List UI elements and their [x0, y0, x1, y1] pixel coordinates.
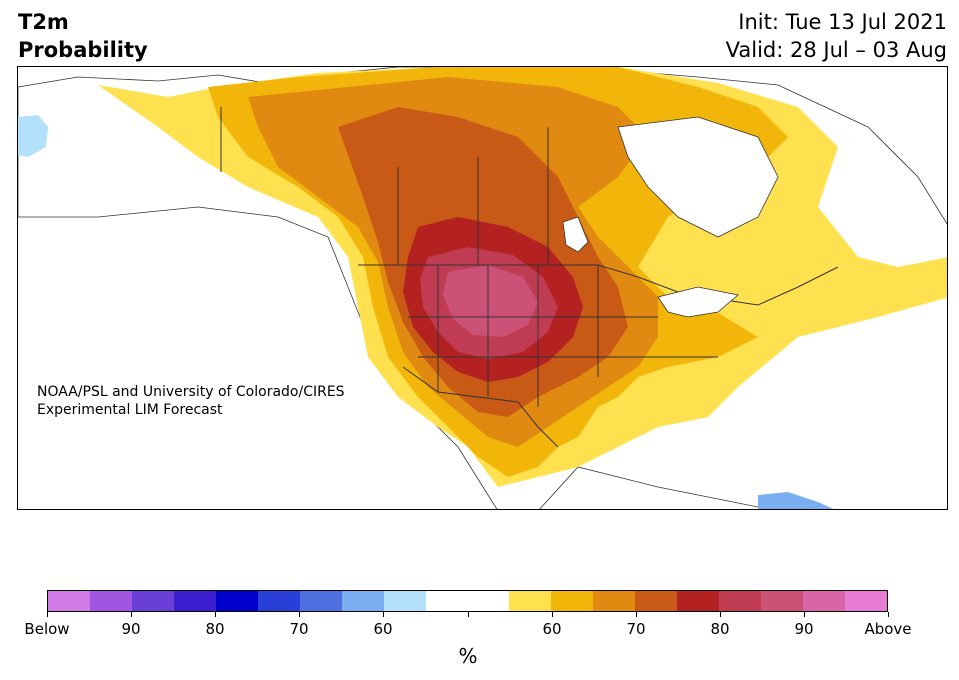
colorbar-tick-label: 70 [626, 620, 646, 638]
colorbar-tick-label: 70 [289, 620, 309, 638]
colorbar-segment [383, 591, 426, 611]
colorbar-segment [719, 591, 762, 611]
us-mexico-border [402, 366, 559, 448]
credit-line-2: Experimental LIM Forecast [37, 402, 223, 418]
product-label: Probability [18, 38, 148, 62]
colorbar-tick [299, 612, 300, 617]
colorbar-segment [89, 591, 132, 611]
probability-field [18, 67, 947, 509]
variable-label: T2m [18, 10, 69, 34]
colorbar-tick [720, 612, 721, 617]
map-canvas [18, 67, 947, 509]
chart-title: T2m Probability [18, 8, 148, 64]
forecast-dates: Init: Tue 13 Jul 2021 Valid: 28 Jul – 03… [726, 8, 947, 64]
credit-line-1: NOAA/PSL and University of Colorado/CIRE… [37, 384, 345, 400]
colorbar-tick [215, 612, 216, 617]
colorbar-tick [552, 612, 553, 617]
colorbar-segment [551, 591, 594, 611]
colorbar-segment [467, 591, 510, 611]
colorbar-tick [468, 612, 469, 617]
colorbar-segment [215, 591, 258, 611]
probability-map [17, 66, 948, 510]
band-light-blue-caribbean [758, 492, 834, 509]
colorbar-units: % [458, 644, 478, 668]
band-pink [443, 265, 538, 337]
colorbar-tick [383, 612, 384, 617]
colorbar-tick [47, 612, 48, 617]
colorbar-segment [509, 591, 552, 611]
colorbar-tick-label: 60 [373, 620, 393, 638]
map-credit: NOAA/PSL and University of Colorado/CIRE… [37, 383, 345, 419]
colorbar-tick-label: 80 [205, 620, 225, 638]
lake-winnipeg [562, 216, 589, 253]
colorbar-tick [804, 612, 805, 617]
colorbar-segment [761, 591, 804, 611]
colorbar-tick-label: Below [24, 620, 70, 638]
colorbar-tick [888, 612, 889, 617]
band-light-blue-alaska [18, 115, 48, 157]
colorbar-tick-label: 80 [710, 620, 730, 638]
colorbar-segment [131, 591, 174, 611]
colorbar-segment [173, 591, 216, 611]
colorbar-tick [131, 612, 132, 617]
colorbar-segment [299, 591, 342, 611]
init-date: Init: Tue 13 Jul 2021 [738, 10, 947, 34]
colorbar-segment [677, 591, 720, 611]
colorbar-tick-label: Above [864, 620, 912, 638]
colorbar-segment [257, 591, 300, 611]
boundaries [220, 107, 839, 448]
valid-date: Valid: 28 Jul – 03 Aug [725, 38, 947, 62]
colorbar-tick [636, 612, 637, 617]
colorbar-segment [803, 591, 846, 611]
colorbar-segment [593, 591, 636, 611]
colorbar [47, 590, 888, 612]
colorbar-segment [48, 591, 90, 611]
colorbar-segment [635, 591, 678, 611]
great-lakes [657, 286, 739, 318]
colorbar-segment [845, 591, 888, 611]
colorbar-tick-label: 90 [794, 620, 814, 638]
water-bodies [562, 116, 779, 318]
hudson-bay [617, 116, 779, 238]
colorbar-tick-label: 60 [542, 620, 562, 638]
colorbar-segment [341, 591, 384, 611]
colorbar-segment [425, 591, 468, 611]
colorbar-tick-label: 90 [121, 620, 141, 638]
